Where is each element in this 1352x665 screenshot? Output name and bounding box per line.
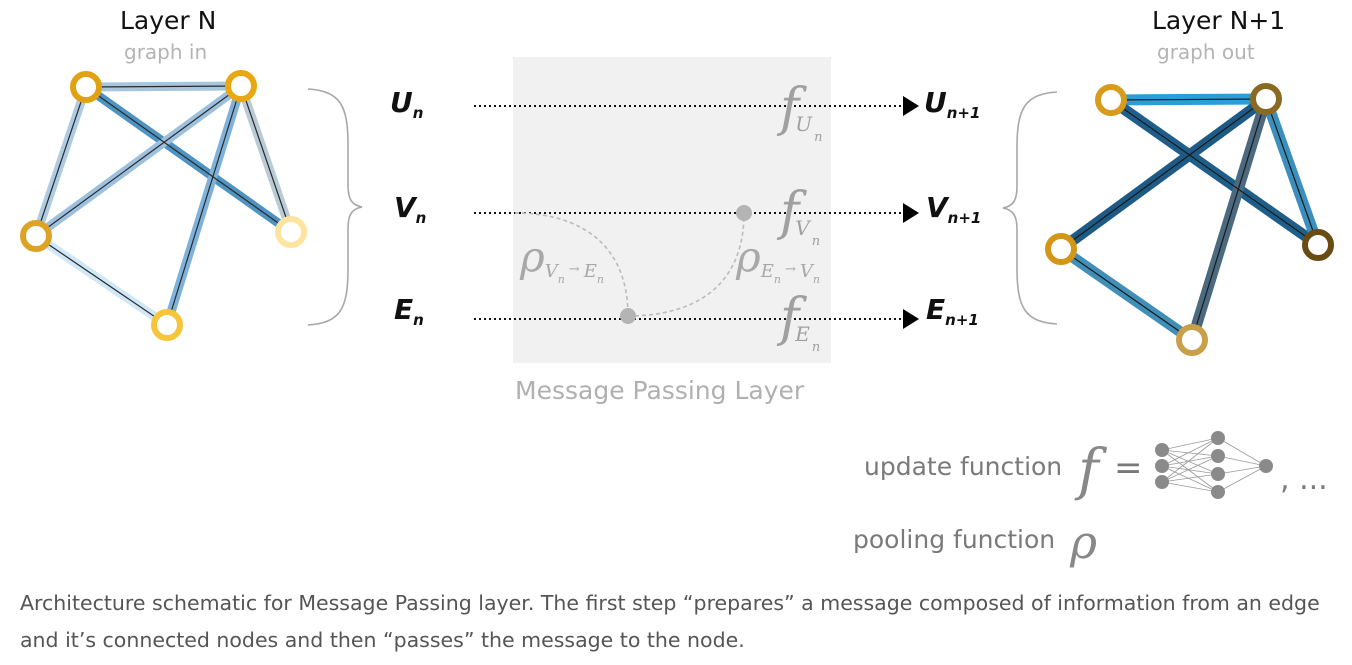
input-u: Un [390, 86, 424, 122]
input-v: Vn [394, 191, 427, 227]
left-graph-title: Layer N [120, 6, 217, 35]
right-graph-nodes [1045, 83, 1334, 356]
right-graph-subtitle: graph out [1157, 40, 1255, 64]
message-passing-layer-box [513, 57, 831, 363]
graph-node [275, 216, 307, 248]
graph-node [1176, 324, 1208, 356]
pooling-curves [514, 212, 745, 317]
pooling-node-v [736, 205, 752, 221]
pooling-curve-v-to-e [514, 212, 629, 317]
legend-pooling-label: pooling function [853, 525, 1056, 554]
legend-pooling-symbol: ρ [1070, 515, 1098, 569]
pooling-label-e-to-v: ρEn→ Vn [736, 232, 820, 286]
graph-node [151, 309, 183, 341]
neural-network-icon [1155, 431, 1273, 499]
arrow-head [903, 96, 919, 116]
output-v: Vn+1 [926, 191, 982, 227]
pooling-curve-e-to-v [627, 212, 745, 317]
left-graph-edges [31, 81, 296, 329]
arrow-head [903, 309, 919, 329]
update-function-u: fUn [780, 78, 823, 145]
graph-node [225, 70, 257, 102]
output-e: En+1 [926, 293, 979, 329]
left-graph [20, 70, 307, 341]
input-e: En [394, 293, 424, 329]
figure-caption: Architecture schematic for Message Passi… [20, 591, 1320, 652]
legend-ellipsis: , ... [1280, 462, 1328, 497]
legend-update-label: update function [864, 452, 1063, 481]
pooling-node-e [620, 308, 636, 324]
message-passing-layer-label: Message Passing Layer [515, 376, 805, 405]
left-graph-nodes [20, 70, 307, 341]
graph-node [1095, 84, 1127, 116]
graph-node [1302, 229, 1334, 261]
left-graph-subtitle: graph in [124, 40, 208, 64]
output-u: Un+1 [924, 86, 981, 122]
left-curly-brace [307, 88, 363, 326]
right-graph [1045, 83, 1334, 356]
right-graph-edges [1057, 93, 1324, 345]
pooling-label-v-to-e: ρVn→ En [520, 232, 604, 286]
message-flow [474, 96, 919, 329]
legend-update-symbol: f [1078, 438, 1099, 503]
graph-node [1250, 83, 1282, 115]
legend-equals: = [1114, 448, 1143, 488]
arrow-head [903, 203, 919, 223]
right-curly-brace [1002, 91, 1058, 325]
update-function-v: fVn [780, 182, 821, 249]
graph-node [70, 71, 102, 103]
update-function-e: fEn [780, 288, 821, 355]
graph-node [20, 220, 52, 252]
graph-node [1045, 233, 1077, 265]
dotted-flow-lines [474, 105, 905, 320]
right-graph-title: Layer N+1 [1152, 6, 1286, 35]
flow-arrowheads [903, 96, 919, 329]
